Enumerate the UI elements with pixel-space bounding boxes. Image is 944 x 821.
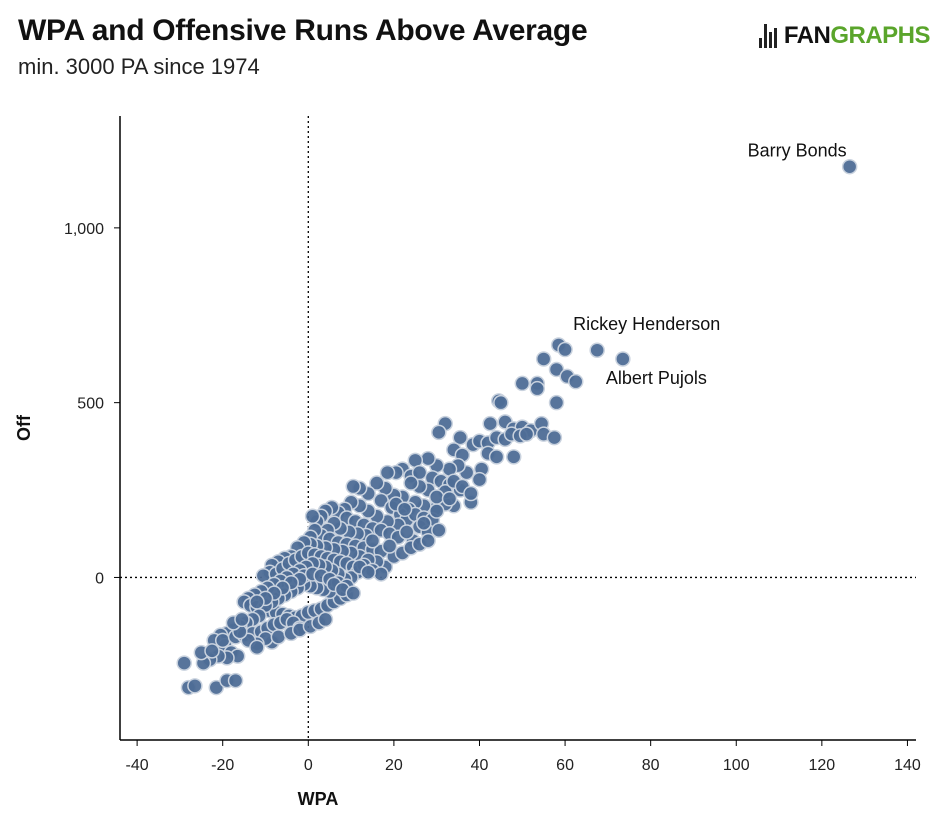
data-point [535, 351, 552, 367]
x-axis-label: WPA [298, 789, 339, 809]
data-point [227, 672, 244, 689]
data-point [187, 678, 203, 694]
data-point [204, 643, 220, 659]
data-point [403, 475, 419, 491]
data-point [379, 464, 396, 481]
data-point [514, 375, 531, 392]
data-point [493, 394, 509, 411]
x-tick-label: 40 [471, 757, 489, 774]
data-point [270, 629, 287, 645]
x-tick-label: 0 [304, 757, 313, 774]
data-point [373, 566, 389, 582]
bar-logo-icon [758, 24, 781, 48]
point-annotation: Barry Bonds [748, 141, 847, 161]
y-axis-label: Off [14, 414, 34, 441]
data-point [369, 475, 385, 491]
data-point [360, 564, 376, 580]
data-point [482, 415, 498, 432]
point-annotation: Albert Pujols [606, 368, 707, 388]
data-point [615, 351, 631, 367]
data-point [441, 491, 458, 507]
chart-title: WPA and Offensive Runs Above Average [18, 14, 588, 47]
data-point [431, 522, 447, 539]
data-point [841, 158, 858, 175]
x-tick-label: 60 [556, 757, 574, 774]
data-point [548, 361, 565, 378]
data-point [345, 478, 361, 495]
data-point [381, 538, 398, 554]
data-point [463, 485, 479, 502]
y-tick-label: 0 [95, 570, 104, 587]
data-point [420, 450, 436, 467]
data-point [416, 515, 432, 532]
data-point [505, 449, 522, 465]
y-tick-label: 500 [77, 396, 104, 413]
data-point [249, 594, 265, 610]
data-point [249, 639, 265, 656]
data-point [176, 655, 192, 671]
data-point [234, 611, 250, 628]
data-point [568, 373, 584, 390]
x-tick-label: 20 [385, 757, 403, 774]
data-point [396, 501, 413, 518]
data-point [304, 508, 321, 525]
x-tick-label: 100 [723, 757, 750, 774]
y-tick-label: 1,000 [64, 221, 104, 238]
fangraphs-logo[interactable]: FAN GRAPHS [758, 22, 930, 50]
x-tick-label: -40 [126, 757, 149, 774]
data-point [431, 424, 447, 441]
logo-text-graphs: GRAPHS [830, 22, 930, 49]
data-point [345, 585, 361, 601]
data-point [548, 394, 565, 411]
data-point [208, 679, 225, 696]
data-point [452, 429, 468, 446]
data-point [518, 426, 535, 442]
data-point [557, 341, 573, 358]
x-tick-label: 80 [642, 757, 660, 774]
x-tick-label: -20 [211, 757, 234, 774]
data-point [428, 503, 445, 519]
x-tick-label: 140 [894, 757, 921, 774]
data-point [488, 449, 505, 465]
data-point [471, 471, 488, 488]
data-point [420, 532, 436, 549]
data-point [546, 429, 563, 446]
data-point [589, 342, 605, 358]
x-tick-label: 120 [808, 757, 835, 774]
point-annotation: Rickey Henderson [573, 314, 720, 334]
data-point [214, 632, 231, 649]
data-point [364, 532, 381, 549]
data-point [317, 611, 334, 628]
chart-subtitle: min. 3000 PA since 1974 [18, 54, 260, 79]
data-point [373, 492, 389, 509]
data-point [428, 489, 445, 505]
data-point [529, 380, 546, 397]
logo-text-fan: FAN [783, 22, 831, 49]
data-point [398, 524, 415, 540]
